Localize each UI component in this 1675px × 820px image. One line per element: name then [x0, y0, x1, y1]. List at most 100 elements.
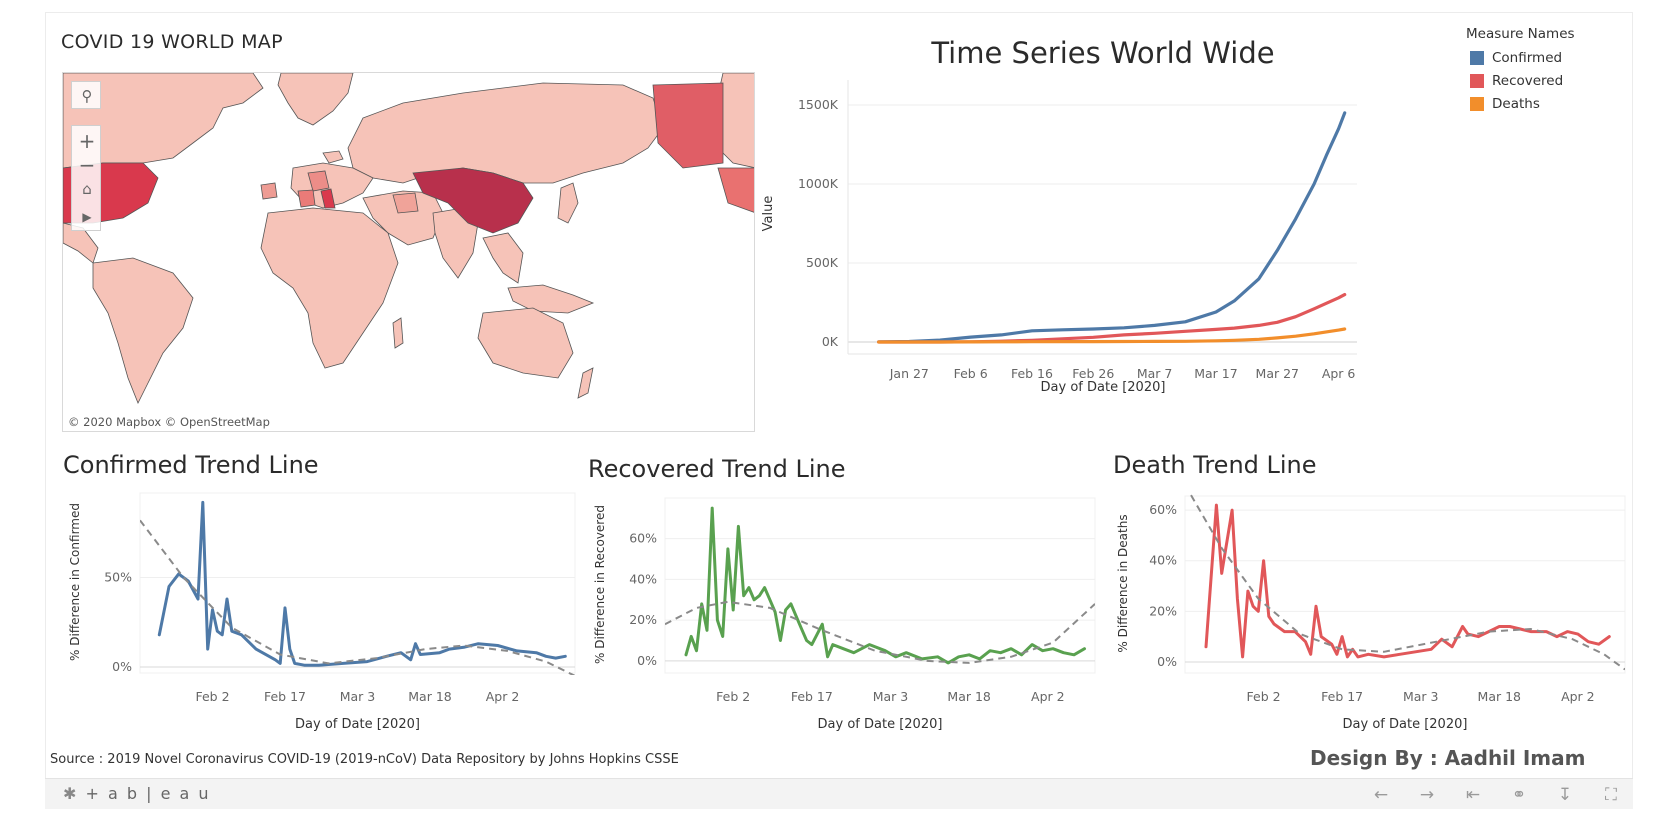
x-tick-label: Feb 26 — [1072, 366, 1114, 381]
x-tick-label: Mar 17 — [1194, 366, 1237, 381]
y-tick-label: 60% — [1149, 502, 1177, 517]
map-title: COVID 19 WORLD MAP — [61, 31, 283, 53]
y-axis-label: % Difference in Confirmed — [68, 503, 82, 661]
x-axis-label: Day of Date [2020] — [295, 717, 420, 732]
fullscreen-icon[interactable]: ⛶ — [1605, 785, 1617, 805]
redo-icon[interactable]: → — [1419, 785, 1435, 805]
legend-swatch-deaths — [1470, 96, 1484, 111]
russia-shape — [347, 82, 664, 184]
map-zoom-controls: + − ⌂ ▶ — [71, 125, 101, 231]
y-tick-label: 50% — [104, 570, 132, 585]
trend-line — [140, 519, 575, 675]
iran-shape — [392, 192, 419, 214]
legend-label: Recovered — [1492, 72, 1564, 89]
trend-line — [1188, 492, 1625, 671]
spain-shape — [297, 189, 316, 208]
search-icon[interactable]: ⚲ — [81, 87, 93, 105]
plot-area — [664, 497, 1096, 674]
y-axis-label: % Difference in Recovered — [593, 505, 607, 664]
x-tick-label: Feb 2 — [716, 689, 750, 704]
x-tick-label: Mar 7 — [1137, 366, 1173, 381]
x-axis-label: Day of Date [2020] — [818, 717, 943, 732]
home-icon[interactable]: ⌂ — [82, 180, 92, 198]
y-tick-label: 1000K — [798, 176, 839, 191]
map-search-control[interactable]: ⚲ — [71, 81, 101, 109]
plot-area — [1184, 495, 1626, 674]
china-shape — [412, 167, 534, 234]
x-tick-label: Feb 2 — [195, 689, 229, 704]
map-attribution[interactable]: © 2020 Mapbox © OpenStreetMap — [66, 415, 272, 429]
plot-area — [139, 492, 576, 674]
series-line-deaths — [877, 327, 1347, 344]
x-tick-label: Mar 18 — [408, 689, 452, 704]
legend: Measure Names Confirmed Recovered Deaths — [1466, 26, 1575, 115]
y-tick-label: 40% — [1149, 553, 1177, 568]
y-tick-label: 60% — [629, 531, 657, 546]
germany-shape — [307, 170, 330, 192]
x-axis-label: Day of Date [2020] — [1041, 380, 1166, 395]
download-icon[interactable]: ↧ — [1557, 785, 1573, 805]
y-tick-label: 0% — [637, 653, 657, 668]
x-tick-label: Apr 2 — [1031, 689, 1065, 704]
y-axis-label: % Difference in Deaths — [1116, 514, 1130, 652]
y-tick-label: 500K — [806, 255, 839, 270]
y-tick-label: 20% — [1149, 603, 1177, 618]
alaska-region-shape — [652, 82, 724, 169]
x-tick-label: Mar 18 — [947, 689, 991, 704]
recovered-trend-chart: Recovered Trend Line 0% 20% 40% 60% Feb 2 Feb … — [588, 455, 1096, 732]
italy-shape — [320, 188, 336, 209]
series-line-confirmed — [877, 111, 1347, 344]
legend-item-deaths[interactable]: Deaths — [1466, 92, 1575, 115]
x-tick-label: Feb 2 — [1247, 689, 1281, 704]
chart-title: Time Series World Wide — [930, 36, 1274, 70]
death-trend-chart: Death Trend Line 0% 20% 40% 60% Feb 2 Feb 17 Ma… — [1113, 451, 1626, 732]
x-tick-label: Mar 3 — [873, 689, 909, 704]
world-map-svg — [63, 73, 754, 431]
y-tick-label: 1500K — [798, 97, 839, 112]
legend-swatch-confirmed — [1470, 50, 1484, 65]
time-series-chart: Time Series World Wide 0K 500K 1000K 1500K Ja… — [761, 36, 1357, 395]
legend-title: Measure Names — [1466, 26, 1575, 42]
revert-icon[interactable]: ⇤ — [1465, 785, 1481, 805]
x-axis-label: Day of Date [2020] — [1343, 717, 1468, 732]
africa-shape — [260, 207, 399, 369]
x-tick-label: Feb 17 — [264, 689, 306, 704]
x-tick-label: Feb 17 — [791, 689, 833, 704]
tableau-logo-icon: ✱ — [63, 784, 79, 803]
undo-icon[interactable]: ← — [1373, 785, 1389, 805]
australia-shape — [477, 307, 574, 379]
series-line — [684, 506, 1086, 665]
x-tick-label: Mar 3 — [340, 689, 376, 704]
x-tick-label: Apr 2 — [1561, 689, 1595, 704]
series-line — [157, 500, 567, 667]
world-map[interactable]: ⚲ + − ⌂ ▶ © 2020 Mapbox © OpenStreetMap — [62, 72, 755, 432]
zoom-in-icon[interactable]: + — [78, 129, 96, 153]
x-tick-label: Apr 6 — [1322, 366, 1356, 381]
legend-label: Deaths — [1492, 95, 1540, 112]
y-tick-label: 40% — [629, 571, 657, 586]
chart-title: Death Trend Line — [1113, 451, 1317, 479]
chart-title: Confirmed Trend Line — [63, 451, 319, 479]
zoom-out-icon[interactable]: − — [78, 153, 96, 177]
legend-item-recovered[interactable]: Recovered — [1466, 69, 1575, 92]
design-by-text: Design By : Aadhil Imam — [1310, 746, 1586, 770]
legend-item-confirmed[interactable]: Confirmed — [1466, 46, 1575, 69]
x-tick-label: Mar 3 — [1403, 689, 1439, 704]
chart-title: Recovered Trend Line — [588, 455, 846, 483]
play-icon[interactable]: ▶ — [82, 210, 92, 224]
y-tick-label: 0% — [112, 659, 132, 674]
tableau-logo[interactable]: ✱ + a b | e a u — [63, 784, 211, 803]
x-tick-label: Apr 2 — [486, 689, 520, 704]
y-tick-label: 0% — [1157, 654, 1177, 669]
tableau-logo-text: + a b | e a u — [85, 784, 211, 803]
source-text: Source : 2019 Novel Coronavirus COVID-19… — [50, 752, 679, 767]
x-tick-label: Feb 6 — [954, 366, 988, 381]
greenland-shape — [277, 73, 354, 126]
x-tick-label: Feb 17 — [1321, 689, 1363, 704]
confirmed-trend-chart: Confirmed Trend Line 0% 50% Feb 2 Feb 17 Mar … — [63, 451, 576, 732]
legend-label: Confirmed — [1492, 49, 1563, 66]
y-axis-label: Value — [761, 196, 776, 232]
share-icon[interactable]: ⚭ — [1511, 785, 1527, 805]
y-tick-label: 20% — [629, 612, 657, 627]
tableau-toolbar: ✱ + a b | e a u ← → ⇤ ⚭ ↧ ⛶ — [45, 778, 1633, 809]
